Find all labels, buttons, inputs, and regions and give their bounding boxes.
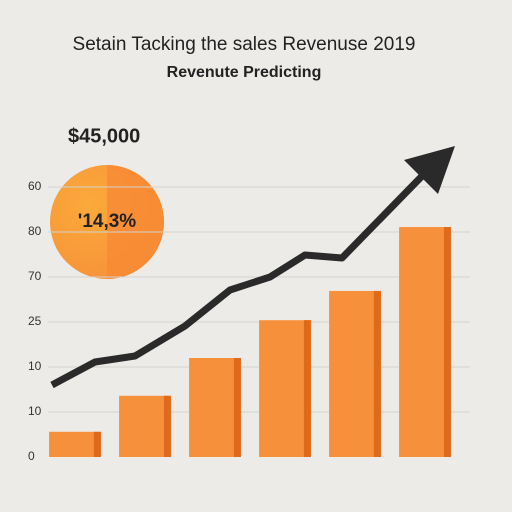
chart-subtitle: Revenute Predicting bbox=[167, 64, 322, 81]
y-tick-label: 10 bbox=[28, 404, 42, 418]
bar bbox=[399, 227, 451, 457]
y-tick-label: 70 bbox=[28, 269, 42, 283]
bar-side bbox=[233, 358, 241, 457]
bar bbox=[189, 358, 241, 457]
y-tick-label: 0 bbox=[28, 449, 35, 463]
bar-group bbox=[259, 320, 311, 457]
bar-group bbox=[49, 431, 101, 457]
y-tick-label: 60 bbox=[28, 179, 42, 193]
bar bbox=[119, 395, 171, 457]
bar-side bbox=[93, 431, 101, 457]
bar bbox=[329, 290, 381, 457]
badge-label: '14,3% bbox=[78, 211, 136, 232]
bar-group bbox=[189, 358, 241, 457]
arrow-head bbox=[404, 146, 455, 194]
bar-group bbox=[119, 395, 171, 457]
bar-side bbox=[443, 227, 451, 457]
headline-value: $45,000 bbox=[68, 125, 140, 147]
y-tick-label: 80 bbox=[28, 224, 42, 238]
bar-side bbox=[373, 290, 381, 457]
badge-slice bbox=[107, 165, 164, 279]
trend-arrow bbox=[50, 146, 455, 389]
trend-line bbox=[50, 170, 428, 389]
y-tick-label: 25 bbox=[28, 314, 42, 328]
y-tick-label: 10 bbox=[28, 359, 42, 373]
bar-side bbox=[303, 320, 311, 457]
chart-title: Setain Tacking the sales Revenuse 2019 bbox=[73, 34, 416, 55]
badge: '14,3% bbox=[50, 165, 164, 279]
bar-group bbox=[329, 290, 381, 457]
bar-side bbox=[163, 395, 171, 457]
bar bbox=[259, 320, 311, 457]
bar bbox=[49, 431, 101, 457]
bar-group bbox=[399, 227, 451, 457]
